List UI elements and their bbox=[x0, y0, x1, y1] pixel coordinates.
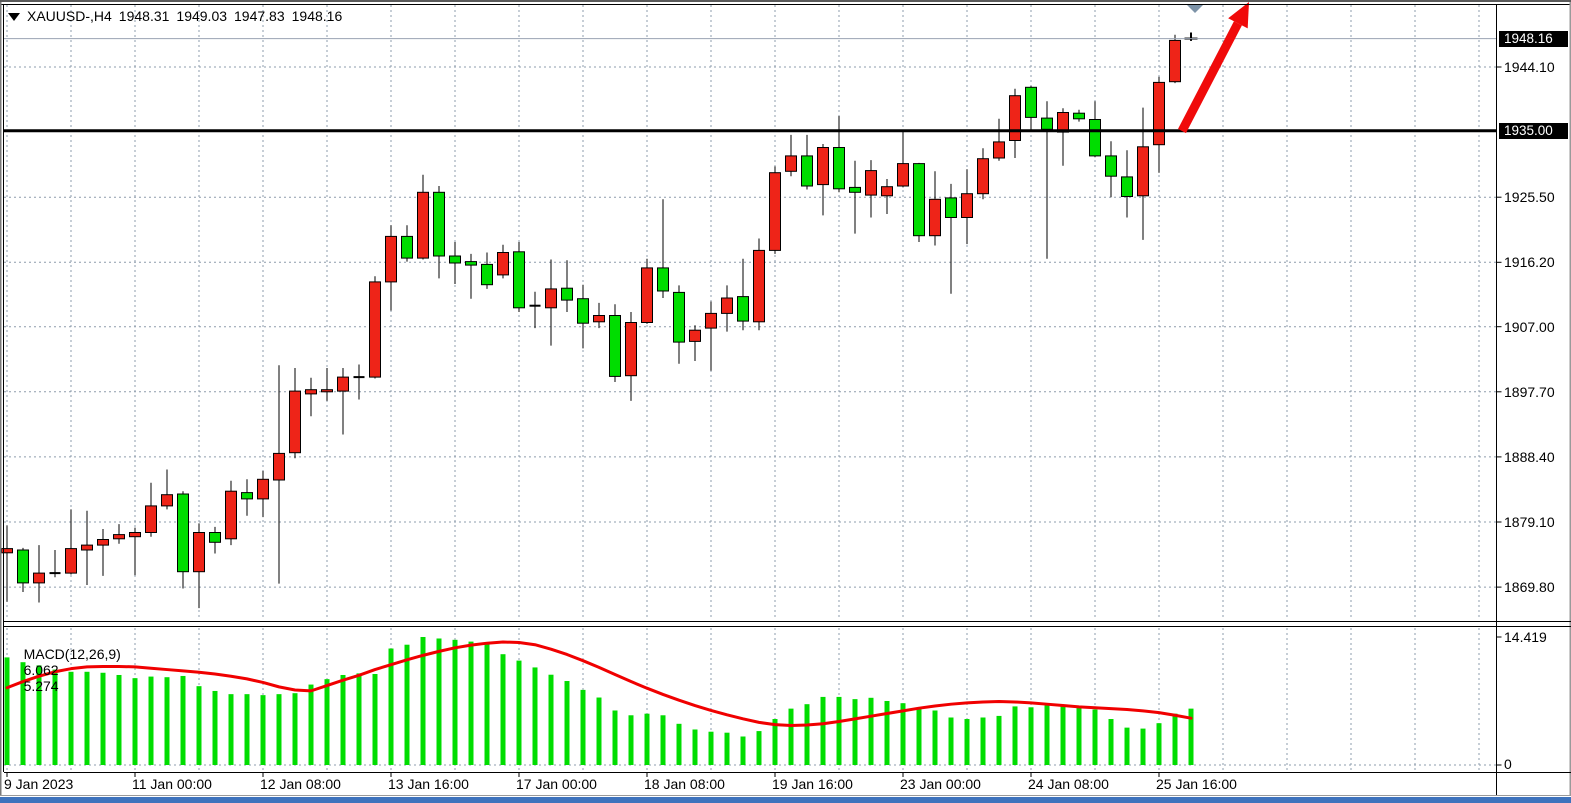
macd-group bbox=[4, 636, 1194, 765]
macd-indicator-label: MACD(12,26,9) 6.062 5.274 bbox=[8, 630, 127, 710]
price-axis-label: 1916.20 bbox=[1504, 254, 1555, 271]
quote-open: 1948.31 bbox=[118, 8, 170, 24]
quote-low: 1947.83 bbox=[234, 8, 285, 24]
price-axis-label: 1879.10 bbox=[1504, 514, 1555, 530]
price-axis-label: 1907.00 bbox=[1504, 318, 1555, 335]
top-marker-icon[interactable] bbox=[1187, 5, 1203, 13]
trend-arrow-head[interactable] bbox=[1228, 2, 1249, 29]
macd-name: MACD(12,26,9) bbox=[23, 646, 121, 662]
macd-axis-max-label: 14.419 bbox=[1504, 628, 1547, 645]
window-bottom-bar bbox=[0, 797, 1571, 803]
candles-group bbox=[1, 32, 1198, 609]
time-axis-label: 23 Jan 00:00 bbox=[900, 776, 981, 792]
symbol-period-label: XAUUSD-,H4 bbox=[27, 8, 112, 24]
price-axis-label: 1888.40 bbox=[1504, 448, 1555, 465]
time-axis-label: 25 Jan 16:00 bbox=[1156, 776, 1237, 792]
time-axis-label: 19 Jan 16:00 bbox=[772, 776, 853, 792]
chart-title: XAUUSD-,H4 1948.31 1949.03 1947.83 1948.… bbox=[8, 7, 349, 25]
time-axis-label: 24 Jan 08:00 bbox=[1028, 776, 1109, 792]
symbol-dropdown-icon[interactable] bbox=[8, 13, 20, 21]
time-axis-label: 12 Jan 08:00 bbox=[260, 776, 341, 792]
time-axis-label: 18 Jan 08:00 bbox=[644, 776, 725, 792]
macd-signal-value: 5.274 bbox=[23, 678, 59, 694]
price-axis-label: 1869.80 bbox=[1504, 579, 1555, 596]
gridlines bbox=[4, 5, 1496, 771]
price-axis-label: 1944.10 bbox=[1504, 59, 1555, 75]
current-price-badge: 1948.16 bbox=[1499, 30, 1568, 47]
macd-main-value: 6.062 bbox=[23, 662, 59, 678]
quote-high: 1949.03 bbox=[176, 8, 228, 24]
overlays-group bbox=[4, 2, 1496, 134]
time-axis-label: 9 Jan 2023 bbox=[4, 776, 74, 792]
trend-arrow-shaft[interactable] bbox=[1178, 21, 1242, 134]
level-price-badge: 1935.00 bbox=[1499, 122, 1568, 139]
price-axis-label: 1925.50 bbox=[1504, 189, 1555, 206]
price-axis-label: 1897.70 bbox=[1504, 383, 1555, 400]
quote-close: 1948.16 bbox=[291, 8, 343, 24]
bottom-separator bbox=[0, 795, 1571, 796]
time-axis-label: 11 Jan 00:00 bbox=[132, 776, 212, 792]
time-axis-label: 17 Jan 00:00 bbox=[516, 776, 597, 792]
time-axis-label: 13 Jan 16:00 bbox=[388, 776, 469, 792]
macd-axis-min-label: 0 bbox=[1504, 756, 1512, 772]
